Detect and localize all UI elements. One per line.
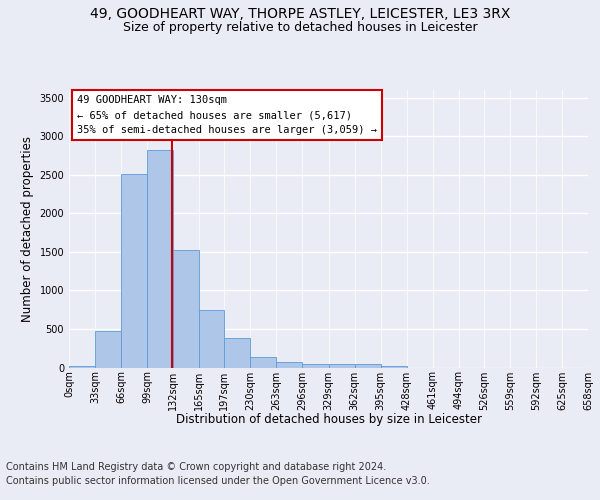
Bar bbox=[224, 338, 250, 368]
Text: Contains public sector information licensed under the Open Government Licence v3: Contains public sector information licen… bbox=[6, 476, 430, 486]
Y-axis label: Number of detached properties: Number of detached properties bbox=[21, 136, 34, 322]
Bar bbox=[147, 150, 173, 368]
Text: 49 GOODHEART WAY: 130sqm
← 65% of detached houses are smaller (5,617)
35% of sem: 49 GOODHEART WAY: 130sqm ← 65% of detach… bbox=[77, 96, 377, 135]
Bar bbox=[277, 362, 302, 368]
Bar bbox=[302, 364, 329, 368]
Bar bbox=[121, 174, 147, 368]
Bar bbox=[329, 364, 355, 368]
Bar bbox=[173, 250, 199, 368]
Bar bbox=[95, 330, 121, 368]
Text: Distribution of detached houses by size in Leicester: Distribution of detached houses by size … bbox=[176, 412, 482, 426]
Text: 49, GOODHEART WAY, THORPE ASTLEY, LEICESTER, LE3 3RX: 49, GOODHEART WAY, THORPE ASTLEY, LEICES… bbox=[90, 8, 510, 22]
Bar bbox=[355, 364, 380, 368]
Bar bbox=[199, 310, 224, 368]
Text: Size of property relative to detached houses in Leicester: Size of property relative to detached ho… bbox=[122, 21, 478, 34]
Bar bbox=[250, 356, 277, 368]
Bar bbox=[380, 366, 407, 368]
Bar bbox=[69, 366, 95, 368]
Text: Contains HM Land Registry data © Crown copyright and database right 2024.: Contains HM Land Registry data © Crown c… bbox=[6, 462, 386, 472]
